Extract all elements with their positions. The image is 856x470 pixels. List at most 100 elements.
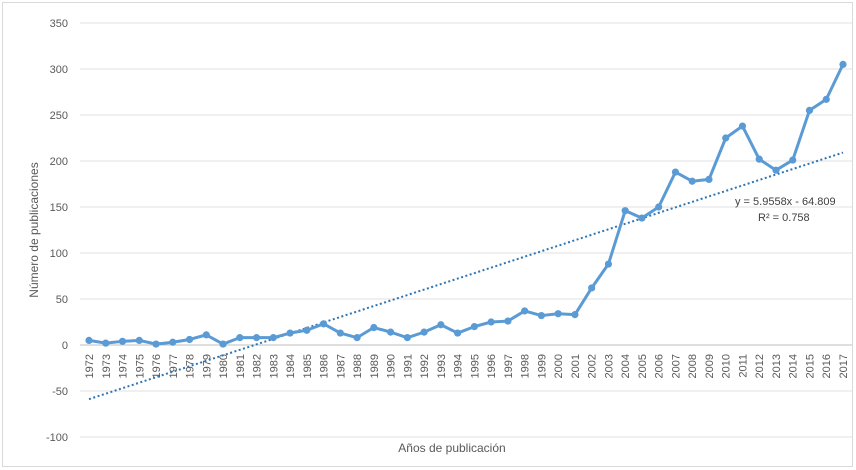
x-tick-label: 2003 [603, 354, 615, 378]
y-tick-label: 100 [50, 248, 68, 260]
data-point [738, 122, 747, 130]
x-tick-label: 2013 [771, 354, 783, 378]
y-tick-label: 200 [50, 156, 68, 168]
x-tick-label: 1997 [503, 354, 515, 378]
x-tick-label: 2008 [687, 354, 699, 378]
x-tick-label: 1988 [352, 354, 364, 378]
series-group [85, 60, 847, 348]
y-tick-label: 250 [50, 110, 68, 122]
data-point [118, 337, 127, 345]
data-point [554, 310, 562, 318]
data-point [655, 203, 663, 211]
data-point [537, 311, 546, 320]
x-tick-label: 2002 [587, 354, 599, 378]
x-tick-label: 2009 [704, 354, 716, 378]
x-tick-label: 1991 [402, 354, 414, 378]
x-tick-label: 2000 [553, 354, 565, 378]
data-point [420, 328, 428, 336]
x-tick-label: 1984 [285, 354, 297, 378]
x-tick-label: 1981 [235, 354, 247, 378]
data-point [169, 338, 177, 346]
data-point [722, 134, 730, 142]
data-point [504, 317, 512, 325]
data-point [336, 329, 344, 337]
x-tick-label: 2006 [654, 354, 666, 378]
x-tick-label: 2017 [838, 354, 850, 378]
x-tick-label: 1983 [268, 354, 280, 378]
x-tick-label: 2004 [620, 354, 632, 378]
trendline [88, 151, 844, 401]
data-point [252, 334, 261, 342]
data-point [286, 329, 294, 337]
x-tick-label: 1986 [319, 354, 331, 378]
x-tick-label: 2015 [804, 354, 816, 378]
data-point [688, 177, 696, 185]
data-point [202, 331, 210, 339]
data-point [470, 323, 478, 331]
x-tick-label: 1976 [151, 354, 163, 378]
data-point [805, 106, 814, 114]
data-point [638, 214, 646, 222]
y-tick-label: 300 [50, 64, 68, 76]
data-point [789, 156, 797, 164]
data-point [755, 155, 763, 163]
data-point [353, 334, 361, 342]
data-point [102, 339, 110, 347]
data-point [303, 326, 311, 334]
data-point [772, 166, 780, 174]
x-tick-label: 1994 [453, 354, 465, 378]
x-tick-label: 1973 [101, 354, 113, 378]
data-point [671, 168, 680, 176]
x-tick-label: 1977 [168, 354, 180, 378]
trendline-r2: R² = 0.758 [758, 212, 810, 224]
data-point [319, 320, 328, 328]
data-point [521, 307, 529, 315]
data-point [571, 311, 579, 319]
data-point [387, 328, 395, 336]
x-tick-label: 2007 [670, 354, 682, 378]
y-tick-label: 350 [50, 18, 68, 30]
data-point [454, 329, 462, 337]
x-tick-label: 1982 [252, 354, 264, 378]
x-tick-label: 2011 [737, 354, 749, 378]
x-tick-label: 1996 [486, 354, 498, 378]
data-point [185, 335, 194, 344]
y-tick-label: -100 [46, 432, 68, 444]
data-point [588, 284, 596, 292]
x-axis-ticks: 1972 1973 1974 1975 1976 1977 1978 1979 1980 1981… [84, 354, 850, 378]
x-tick-label: 2001 [570, 354, 582, 378]
x-tick-label: 2005 [637, 354, 649, 378]
data-point [152, 340, 160, 348]
data-point [135, 336, 143, 344]
x-tick-label: 2014 [788, 354, 800, 378]
x-tick-label: 1980 [218, 354, 230, 378]
y-tick-label: 0 [62, 340, 68, 352]
grid-lines [80, 22, 852, 438]
y-tick-label: -50 [52, 386, 68, 398]
x-tick-label: 2016 [821, 354, 833, 378]
trendline-path [88, 151, 844, 401]
x-tick-label: 1978 [185, 354, 197, 378]
data-point [219, 340, 227, 348]
y-tick-label: 150 [50, 202, 68, 214]
data-point [437, 321, 445, 329]
x-tick-label: 1987 [335, 354, 347, 378]
x-tick-label: 1989 [369, 354, 381, 378]
data-point [269, 334, 277, 342]
x-tick-label: 1974 [118, 354, 130, 378]
x-tick-label: 1993 [436, 354, 448, 378]
x-axis-title: Años de publicación [398, 441, 505, 455]
data-point [370, 323, 378, 332]
x-tick-label: 1979 [201, 354, 213, 378]
x-tick-label: 1995 [469, 354, 481, 378]
data-point [604, 260, 613, 268]
y-tick-label: 50 [56, 294, 68, 306]
series-line [87, 62, 845, 346]
x-tick-label: 1999 [536, 354, 548, 378]
data-point [487, 318, 495, 326]
data-point [705, 175, 713, 183]
x-tick-label: 2012 [754, 354, 766, 378]
data-point [839, 60, 847, 68]
